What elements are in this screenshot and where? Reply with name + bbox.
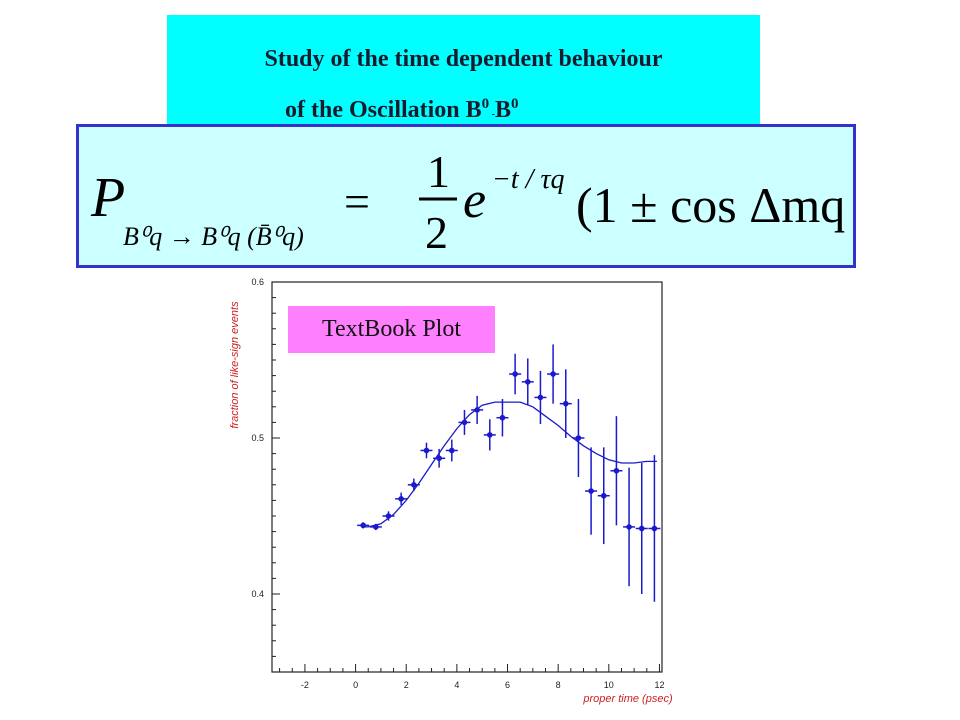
data-point — [547, 344, 560, 404]
x-tick-label: 12 — [654, 680, 664, 690]
data-point — [509, 353, 522, 395]
data-point — [585, 447, 598, 535]
x-tick-label: -2 — [301, 680, 309, 690]
formula-box: P B⁰q → B⁰q (B̄⁰q) = 1 2 e −t / τq (1 ± … — [76, 124, 856, 268]
formula-p-symbol: P — [90, 167, 125, 229]
point-marker — [588, 488, 594, 494]
fit-curve — [363, 401, 657, 528]
plot-frame — [271, 281, 663, 673]
data-point — [623, 467, 636, 587]
point-marker — [411, 482, 417, 488]
data-point — [635, 462, 648, 594]
point-marker — [436, 455, 442, 462]
data-point — [458, 409, 471, 435]
point-marker — [398, 496, 404, 502]
data-point — [357, 522, 370, 529]
point-marker — [638, 525, 645, 532]
point-marker — [486, 432, 493, 438]
data-point — [559, 369, 572, 438]
data-point — [445, 439, 458, 462]
data-point — [471, 395, 484, 424]
x-tick-label: 10 — [604, 680, 614, 690]
x-axis-ticks: -2 0 2 4 6 8 10 12 — [279, 664, 664, 690]
y-axis-label: fraction of like-sign events — [229, 301, 241, 429]
x-tick-label: 0 — [353, 680, 358, 690]
point-marker — [449, 447, 455, 454]
data-point — [521, 358, 534, 406]
x-axis-label: proper time (psec) — [582, 693, 673, 705]
y-axis-ticks: 0.4 0.5 0.6 — [251, 277, 280, 673]
x-tick-label: 4 — [454, 680, 459, 690]
point-marker — [550, 371, 556, 377]
title-line-2-text: of the Oscillation B — [285, 97, 482, 123]
formula-p-subscript: B⁰q → B⁰q (B̄⁰q) — [123, 222, 304, 251]
title-line-2: of the Oscillation B0 -B0 — [285, 96, 519, 123]
formula-equals: = — [344, 176, 370, 227]
point-marker — [600, 492, 607, 499]
y-tick-label: 0.6 — [251, 277, 264, 287]
title-superscript-2: 0 — [511, 96, 519, 112]
point-marker — [575, 435, 582, 441]
point-marker — [499, 414, 506, 421]
point-marker — [537, 394, 544, 401]
formula-cos-factor: (1 ± cos Δmq t) — [576, 177, 853, 233]
data-point — [420, 442, 433, 459]
textbook-plot-label: TextBook Plot — [288, 306, 495, 353]
x-tick-label: 8 — [556, 680, 561, 690]
formula-denominator: 2 — [425, 207, 448, 258]
point-marker — [360, 522, 366, 529]
data-points-layer — [357, 344, 661, 602]
title-superscript-1: 0 — [481, 96, 490, 112]
point-marker — [474, 407, 480, 413]
data-point — [395, 492, 408, 506]
point-marker — [373, 524, 379, 530]
data-point — [433, 448, 446, 468]
point-marker — [626, 524, 632, 530]
x-tick-label: 6 — [505, 680, 510, 690]
title-line-1: Study of the time dependent behaviour — [264, 46, 663, 72]
formula-exponential: e — [463, 172, 486, 229]
data-point — [610, 416, 623, 526]
formula-numerator: 1 — [427, 146, 450, 197]
point-marker — [512, 371, 518, 377]
formula-exponent: −t / τq — [492, 164, 564, 195]
point-marker — [524, 379, 531, 385]
data-point — [534, 370, 547, 424]
title-b: B — [495, 97, 512, 123]
formula: P B⁰q → B⁰q (B̄⁰q) = 1 2 e −t / τq (1 ± … — [90, 146, 853, 258]
point-marker — [613, 467, 620, 474]
data-point — [572, 399, 585, 477]
x-tick-label: 2 — [404, 680, 409, 690]
point-marker — [423, 447, 430, 454]
data-point — [369, 523, 382, 531]
title-dash: - — [489, 109, 496, 120]
data-point — [407, 478, 420, 492]
point-marker — [651, 525, 658, 532]
data-point — [496, 399, 509, 437]
data-point — [483, 419, 496, 451]
data-point — [382, 511, 395, 521]
y-tick-label: 0.5 — [251, 433, 264, 443]
fit-curve-layer — [363, 401, 657, 528]
y-tick-label: 0.4 — [251, 589, 264, 599]
data-point — [597, 447, 610, 545]
point-marker — [562, 400, 569, 407]
title-box: Study of the time dependent behaviour of… — [167, 15, 760, 127]
point-marker — [461, 419, 468, 426]
point-marker — [385, 513, 392, 519]
data-point — [648, 455, 661, 602]
